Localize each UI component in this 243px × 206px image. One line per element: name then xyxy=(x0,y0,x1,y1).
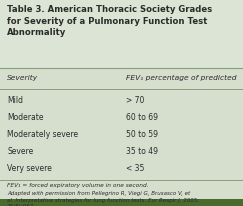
Text: 35 to 49: 35 to 49 xyxy=(126,146,158,155)
Text: Severe: Severe xyxy=(7,146,34,155)
Text: FEV₁ percentage of predicted: FEV₁ percentage of predicted xyxy=(126,75,237,81)
Text: Table 3. American Thoracic Society Grades
for Severity of a Pulmonary Function T: Table 3. American Thoracic Society Grade… xyxy=(7,5,213,37)
Bar xyxy=(0,0,243,69)
Text: Mild: Mild xyxy=(7,96,23,105)
Bar xyxy=(0,199,243,206)
Text: > 70: > 70 xyxy=(126,96,145,105)
Text: FEV₁ = forced expiratory volume in one second.: FEV₁ = forced expiratory volume in one s… xyxy=(7,182,149,187)
Text: Severity: Severity xyxy=(7,75,39,81)
Text: < 35: < 35 xyxy=(126,163,145,172)
Text: 60 to 69: 60 to 69 xyxy=(126,113,158,122)
Text: Moderately severe: Moderately severe xyxy=(7,130,78,138)
Text: Moderate: Moderate xyxy=(7,113,44,122)
Text: Very severe: Very severe xyxy=(7,163,52,172)
Text: 50 to 59: 50 to 59 xyxy=(126,130,158,138)
Text: Adapted with permission from Pellegrino R, Viegi G, Brusasco V, et
al. Interpret: Adapted with permission from Pellegrino … xyxy=(7,191,200,206)
